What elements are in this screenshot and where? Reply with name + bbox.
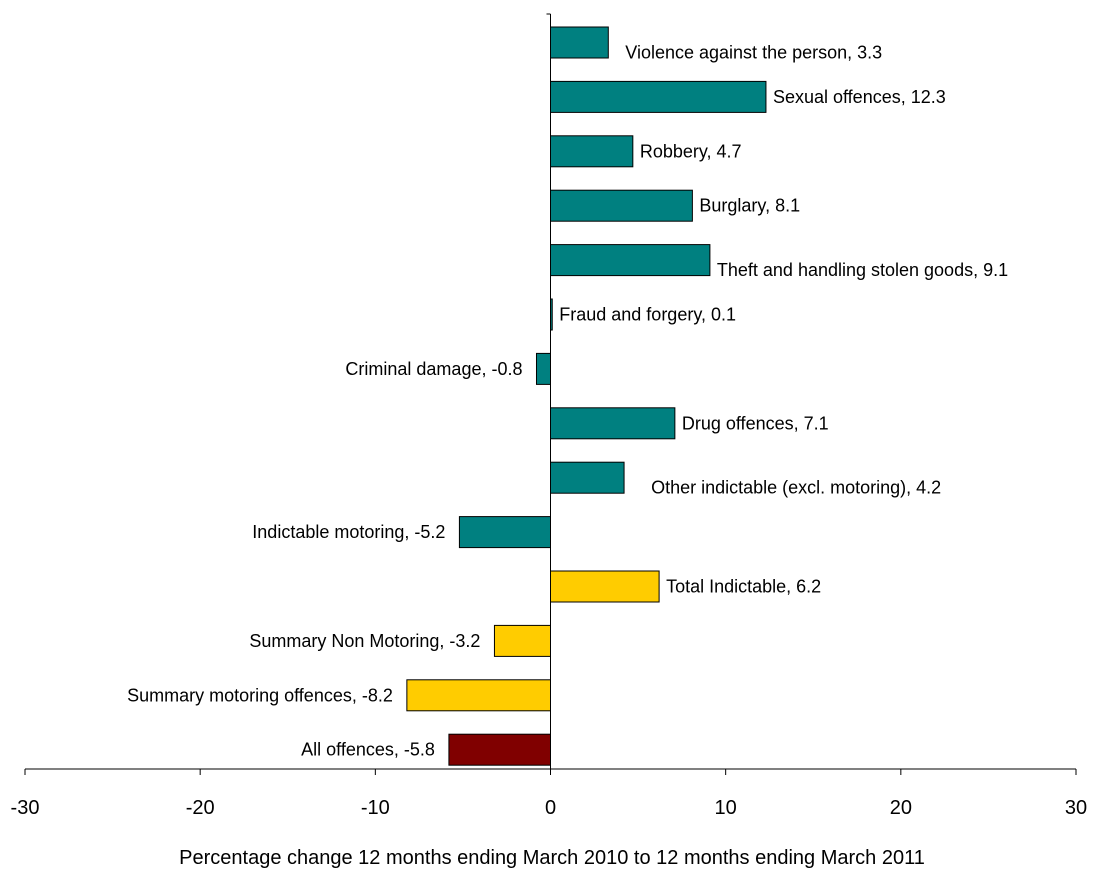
x-tick-label: 20 bbox=[890, 797, 912, 819]
bar-drug-offences bbox=[550, 407, 676, 440]
bar-sexual-offences bbox=[550, 80, 767, 113]
x-tick-label: -30 bbox=[11, 797, 40, 819]
data-label: Summary Non Motoring, -3.2 bbox=[249, 631, 480, 651]
data-label: Other indictable (excl. motoring), 4.2 bbox=[651, 478, 941, 498]
data-label: Sexual offences, 12.3 bbox=[773, 87, 946, 107]
bar-criminal-damage bbox=[535, 352, 552, 385]
bar-all-offences bbox=[448, 733, 551, 766]
x-tick-label: -10 bbox=[361, 797, 390, 819]
bar-summary-non-motoring bbox=[493, 624, 551, 657]
bar-summary-motoring-offences bbox=[406, 679, 552, 712]
data-label: Drug offences, 7.1 bbox=[682, 413, 829, 433]
data-label: Criminal damage, -0.8 bbox=[345, 359, 522, 379]
data-label: Total Indictable, 6.2 bbox=[666, 577, 821, 597]
data-label: Violence against the person, 3.3 bbox=[625, 43, 882, 63]
bar-total-indictable bbox=[550, 570, 660, 603]
data-labels-layer: Violence against the person, 3.3 Sexual o… bbox=[127, 43, 1008, 760]
data-label: Fraud and forgery, 0.1 bbox=[559, 305, 736, 325]
data-label: Theft and handling stolen goods, 9.1 bbox=[717, 260, 1008, 280]
bars-layer bbox=[406, 26, 767, 766]
data-label: Summary motoring offences, -8.2 bbox=[127, 685, 393, 705]
x-tick-label: -20 bbox=[186, 797, 215, 819]
x-tick-label: 10 bbox=[715, 797, 737, 819]
data-label: Indictable motoring, -5.2 bbox=[252, 522, 445, 542]
bar-robbery bbox=[550, 135, 634, 168]
bar-violence-against-the-person bbox=[550, 26, 609, 59]
bar-theft-and-handling-stolen-goods bbox=[550, 244, 711, 277]
bar-indictable-motoring bbox=[458, 516, 551, 549]
axes-layer: -30 -20 -10 0 10 20 30 bbox=[11, 13, 1087, 819]
bar-burglary bbox=[550, 189, 693, 222]
x-tick-label: 0 bbox=[545, 797, 556, 819]
x-axis-title: Percentage change 12 months ending March… bbox=[179, 847, 925, 869]
x-tick-label: 30 bbox=[1065, 797, 1087, 819]
bar-other-indictable-excl-motoring bbox=[550, 461, 625, 494]
data-label: Burglary, 8.1 bbox=[699, 196, 800, 216]
data-label: Robbery, 4.7 bbox=[640, 141, 742, 161]
data-label: All offences, -5.8 bbox=[301, 740, 435, 760]
